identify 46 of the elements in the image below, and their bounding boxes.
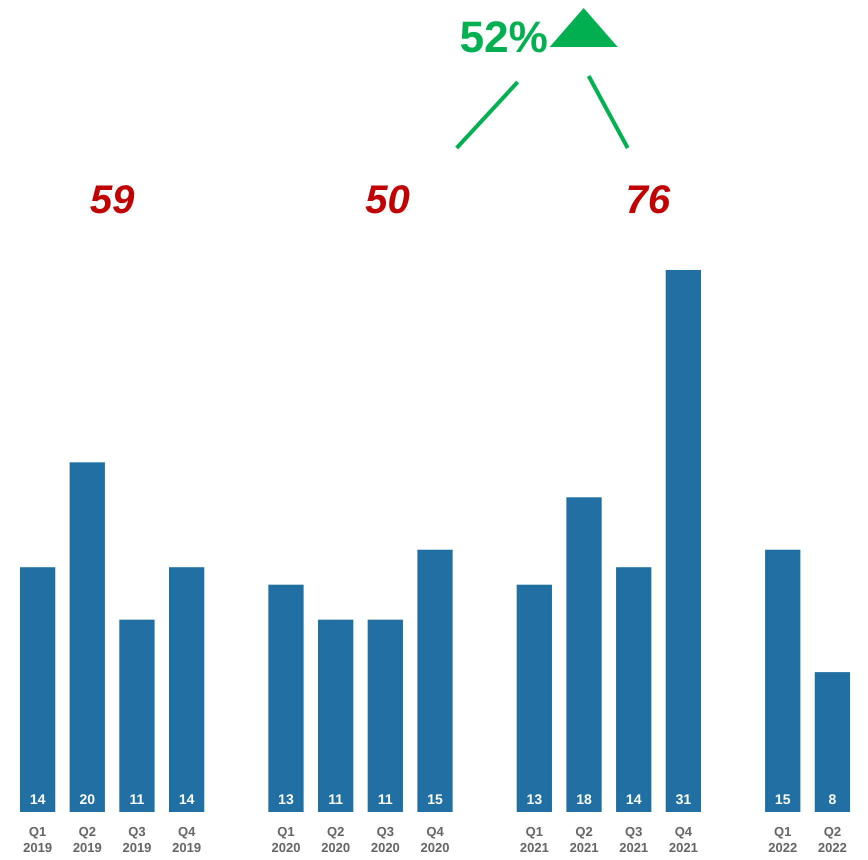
data-label: 14 [178,791,195,807]
bar [318,620,354,812]
x-tick-label: Q2 2021 [570,824,598,855]
x-tick-label: Q2 2022 [818,824,847,855]
bar [168,567,204,812]
x-tick-label: Q4 2019 [172,824,202,855]
x-tick-label: Q1 2019 [23,824,52,855]
bar [616,567,652,812]
text: 50 [365,178,410,222]
data-label: 11 [130,791,145,807]
data-label: 14 [626,791,642,807]
data-label: 31 [676,791,692,807]
data-label: 11 [328,791,344,807]
x-tick-label: Q2 2020 [321,824,350,855]
bar [368,620,403,812]
bar [814,672,850,812]
bar [765,550,800,812]
bar [516,584,552,812]
x-tick-label: Q3 2020 [370,824,400,855]
data-label: 20 [79,791,96,807]
data-label: 15 [427,791,443,807]
text: 59 [90,178,136,222]
data-label: 13 [526,791,542,807]
data-label: 18 [576,791,592,807]
data-label: 13 [278,791,294,807]
x-tick-label: Q4 2021 [668,824,698,855]
data-label: 11 [378,791,393,807]
x-tick-label: Q1 2020 [272,824,300,855]
bar [119,620,155,812]
text: 52% [460,13,548,62]
x-tick-label: Q3 2021 [619,824,648,855]
data-label: 15 [774,791,791,807]
bar [566,497,602,812]
bar [70,462,105,812]
bar [666,270,702,812]
bar [268,584,304,812]
x-tick-label: Q4 2020 [420,824,450,855]
x-tick-label: Q3 2019 [122,824,152,855]
data-label: 8 [828,791,836,807]
x-tick-label: Q1 2022 [768,824,798,855]
data-label: 14 [30,791,46,807]
text: 76 [626,178,671,222]
x-tick-label: Q1 2021 [520,824,549,855]
bar [20,567,56,812]
bar [417,550,453,812]
x-tick-label: Q2 2019 [72,824,102,855]
